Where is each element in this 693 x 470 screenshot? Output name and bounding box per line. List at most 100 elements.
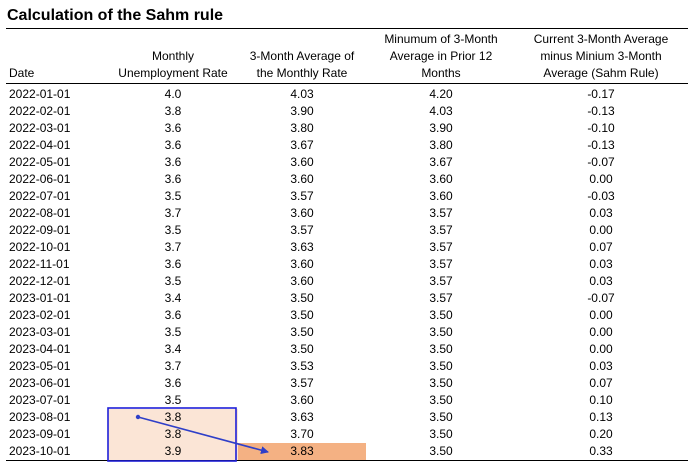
- cell-date[interactable]: 2022-08-01: [9, 206, 71, 220]
- cell-sahm[interactable]: -0.07: [587, 291, 615, 305]
- cell-avg3[interactable]: 3.60: [290, 172, 314, 186]
- cell-unemployment[interactable]: 3.5: [164, 223, 182, 237]
- cell-date[interactable]: 2022-05-01: [9, 155, 71, 169]
- cell-avg3[interactable]: 3.80: [290, 121, 314, 135]
- cell-min3[interactable]: 3.60: [429, 172, 453, 186]
- cell-sahm[interactable]: 0.07: [589, 376, 613, 390]
- cell-min3[interactable]: 3.57: [429, 240, 453, 254]
- cell-unemployment[interactable]: 3.7: [164, 206, 182, 220]
- cell-avg3[interactable]: 3.60: [290, 393, 314, 407]
- cell-avg3[interactable]: 3.50: [290, 342, 314, 356]
- cell-unemployment[interactable]: 3.6: [164, 376, 182, 390]
- cell-sahm[interactable]: -0.07: [587, 155, 615, 169]
- cell-unemployment[interactable]: 3.5: [164, 393, 182, 407]
- cell-unemployment[interactable]: 3.4: [164, 342, 182, 356]
- cell-unemployment[interactable]: 3.5: [164, 189, 182, 203]
- cell-avg3[interactable]: 3.60: [290, 155, 314, 169]
- cell-avg3[interactable]: 3.50: [290, 325, 314, 339]
- cell-date[interactable]: 2022-03-01: [9, 121, 71, 135]
- cell-min3[interactable]: 3.50: [429, 393, 453, 407]
- cell-min3[interactable]: 3.60: [429, 189, 453, 203]
- cell-sahm[interactable]: -0.03: [587, 189, 615, 203]
- cell-date[interactable]: 2022-02-01: [9, 104, 71, 118]
- cell-date[interactable]: 2022-06-01: [9, 172, 71, 186]
- cell-min3[interactable]: 3.50: [429, 325, 453, 339]
- cell-min3[interactable]: 3.67: [429, 155, 453, 169]
- cell-date[interactable]: 2023-01-01: [9, 291, 71, 305]
- cell-sahm[interactable]: 0.00: [589, 308, 613, 322]
- cell-sahm[interactable]: 0.00: [589, 325, 613, 339]
- cell-min3[interactable]: 3.50: [429, 308, 453, 322]
- cell-unemployment[interactable]: 3.6: [164, 172, 182, 186]
- cell-sahm[interactable]: 0.00: [589, 172, 613, 186]
- cell-sahm[interactable]: 0.13: [589, 410, 613, 424]
- cell-date[interactable]: 2023-04-01: [9, 342, 71, 356]
- cell-unemployment[interactable]: 3.6: [164, 155, 182, 169]
- cell-min3[interactable]: 3.57: [429, 291, 453, 305]
- cell-sahm[interactable]: -0.10: [587, 121, 615, 135]
- cell-date[interactable]: 2023-02-01: [9, 308, 71, 322]
- cell-date[interactable]: 2022-10-01: [9, 240, 71, 254]
- cell-avg3[interactable]: 4.03: [290, 87, 314, 101]
- cell-date[interactable]: 2023-07-01: [9, 393, 71, 407]
- cell-sahm[interactable]: 0.00: [589, 223, 613, 237]
- cell-date[interactable]: 2022-01-01: [9, 87, 71, 101]
- cell-avg3[interactable]: 3.60: [290, 257, 314, 271]
- cell-sahm[interactable]: -0.13: [587, 138, 615, 152]
- cell-date[interactable]: 2023-05-01: [9, 359, 71, 373]
- cell-unemployment[interactable]: 3.7: [164, 359, 182, 373]
- cell-unemployment[interactable]: 3.8: [108, 426, 238, 443]
- cell-sahm[interactable]: -0.17: [587, 87, 615, 101]
- cell-date[interactable]: 2023-10-01: [9, 444, 71, 458]
- cell-avg3[interactable]: 3.67: [290, 138, 314, 152]
- cell-unemployment[interactable]: 3.6: [164, 308, 182, 322]
- cell-unemployment[interactable]: 3.8: [108, 409, 238, 426]
- cell-min3[interactable]: 3.50: [429, 376, 453, 390]
- cell-unemployment[interactable]: 3.6: [164, 138, 182, 152]
- cell-unemployment[interactable]: 3.7: [164, 240, 182, 254]
- cell-sahm[interactable]: 0.07: [589, 240, 613, 254]
- cell-unemployment[interactable]: 3.5: [164, 274, 182, 288]
- cell-date[interactable]: 2023-09-01: [9, 427, 71, 441]
- cell-avg3[interactable]: 3.90: [290, 104, 314, 118]
- cell-avg3[interactable]: 3.63: [290, 410, 314, 424]
- cell-min3[interactable]: 3.57: [429, 206, 453, 220]
- cell-min3[interactable]: 3.57: [429, 257, 453, 271]
- cell-avg3[interactable]: 3.50: [290, 291, 314, 305]
- cell-date[interactable]: 2022-12-01: [9, 274, 71, 288]
- cell-unemployment[interactable]: 3.8: [164, 104, 182, 118]
- cell-sahm[interactable]: 0.03: [589, 359, 613, 373]
- cell-sahm[interactable]: 0.00: [589, 342, 613, 356]
- cell-min3[interactable]: 3.57: [429, 274, 453, 288]
- cell-min3[interactable]: 3.50: [429, 427, 453, 441]
- cell-avg3[interactable]: 3.57: [290, 376, 314, 390]
- cell-sahm[interactable]: 0.20: [589, 427, 613, 441]
- cell-avg3[interactable]: 3.53: [290, 359, 314, 373]
- cell-date[interactable]: 2022-07-01: [9, 189, 71, 203]
- cell-unemployment[interactable]: 3.9: [108, 443, 238, 460]
- cell-avg3[interactable]: 3.60: [290, 274, 314, 288]
- cell-unemployment[interactable]: 3.4: [164, 291, 182, 305]
- cell-sahm[interactable]: -0.13: [587, 104, 615, 118]
- cell-min3[interactable]: 4.20: [429, 87, 453, 101]
- cell-avg3[interactable]: 3.57: [290, 189, 314, 203]
- cell-unemployment[interactable]: 3.5: [164, 325, 182, 339]
- cell-avg3[interactable]: 3.57: [290, 223, 314, 237]
- cell-unemployment[interactable]: 4.0: [164, 87, 182, 101]
- cell-min3[interactable]: 3.50: [429, 444, 453, 458]
- cell-sahm[interactable]: 0.33: [589, 444, 613, 458]
- cell-avg3[interactable]: 3.60: [290, 206, 314, 220]
- cell-unemployment[interactable]: 3.6: [164, 121, 182, 135]
- cell-avg3[interactable]: 3.70: [290, 427, 314, 441]
- cell-min3[interactable]: 3.50: [429, 410, 453, 424]
- cell-avg3[interactable]: 3.63: [290, 240, 314, 254]
- cell-date[interactable]: 2023-08-01: [9, 410, 71, 424]
- cell-min3[interactable]: 3.90: [429, 121, 453, 135]
- cell-date[interactable]: 2022-04-01: [9, 138, 71, 152]
- cell-min3[interactable]: 4.03: [429, 104, 453, 118]
- cell-min3[interactable]: 3.50: [429, 359, 453, 373]
- cell-min3[interactable]: 3.57: [429, 223, 453, 237]
- cell-min3[interactable]: 3.50: [429, 342, 453, 356]
- cell-date[interactable]: 2022-11-01: [9, 257, 70, 271]
- cell-avg3[interactable]: 3.50: [290, 308, 314, 322]
